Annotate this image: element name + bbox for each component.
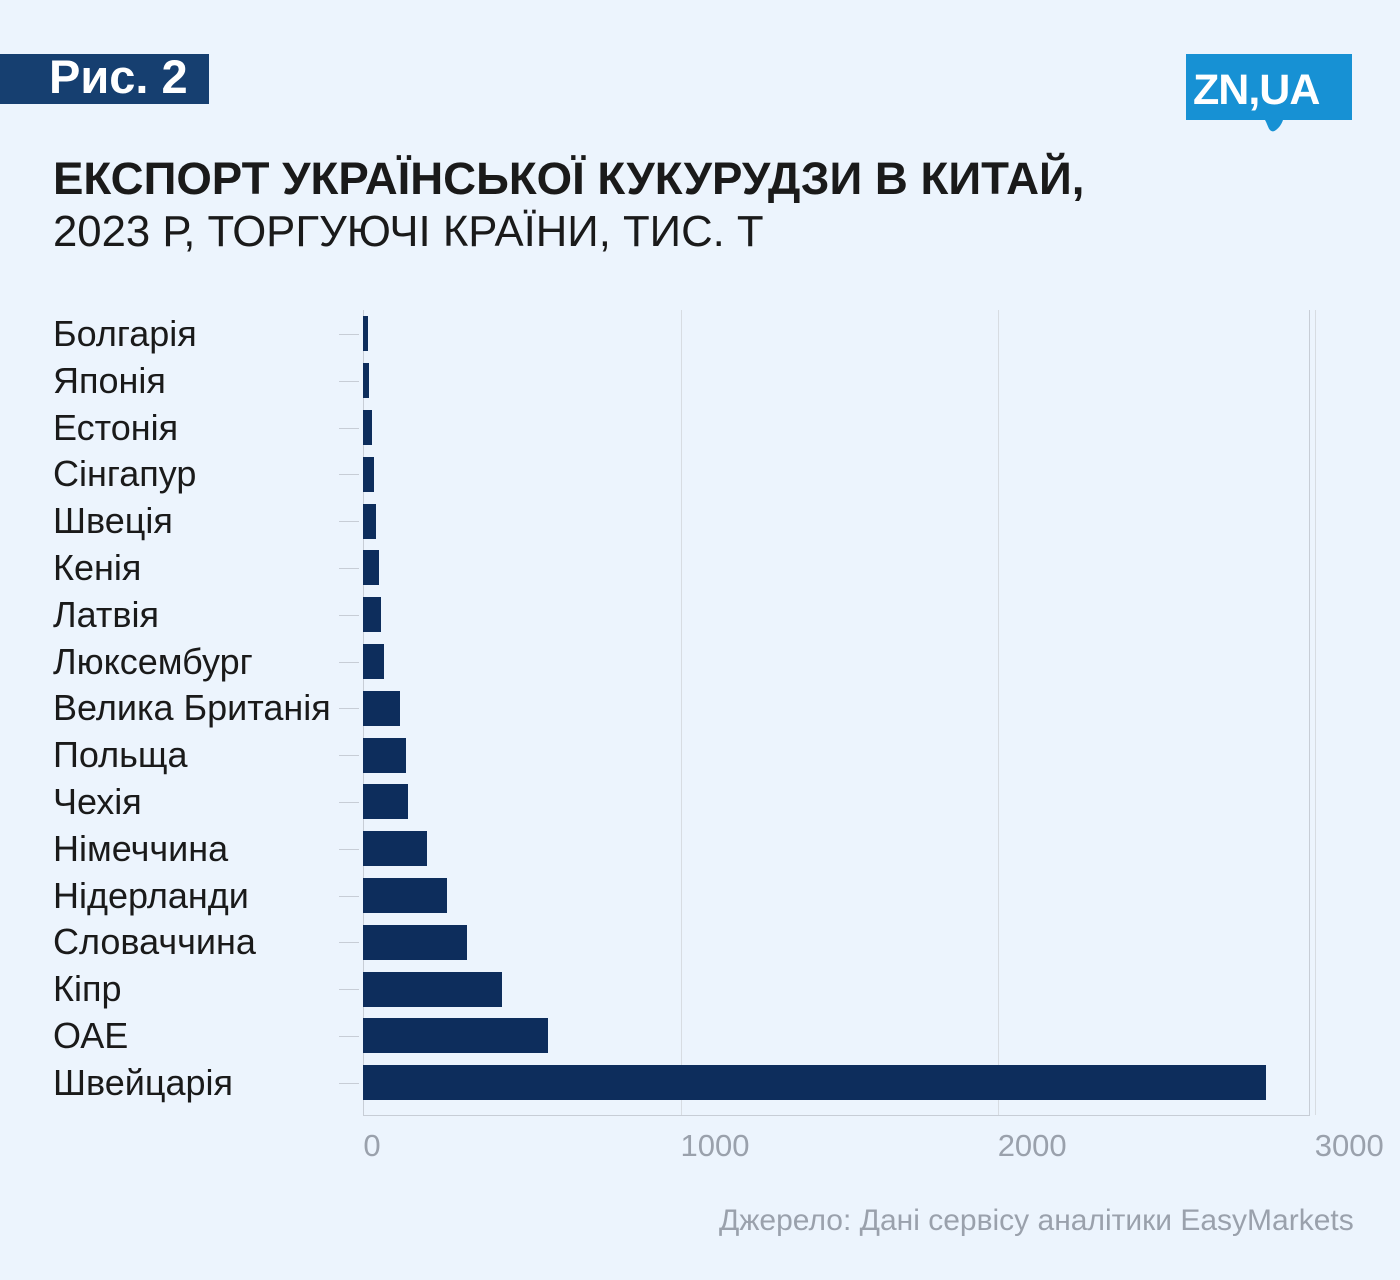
- svg-text:ZN,UA: ZN,UA: [1193, 66, 1319, 114]
